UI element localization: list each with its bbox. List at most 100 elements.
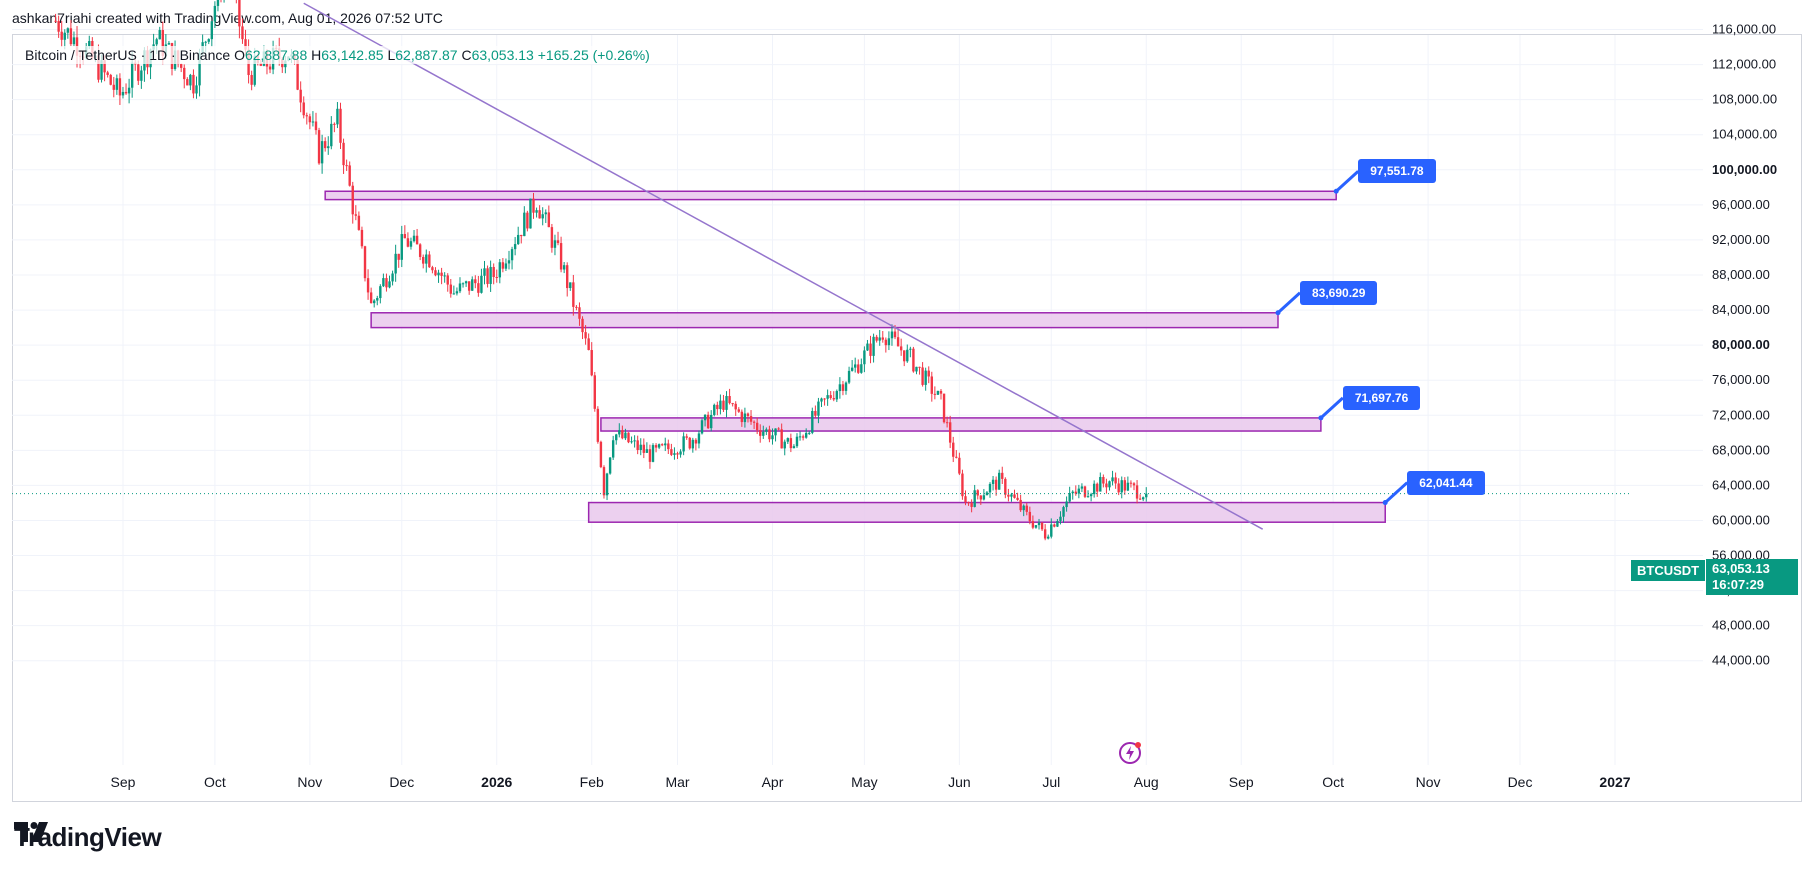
- candle-body: [1132, 483, 1136, 486]
- candle-body: [501, 262, 505, 269]
- candle-body: [835, 391, 839, 400]
- candle-body: [866, 343, 869, 351]
- candle-body: [786, 438, 789, 442]
- y-tick-label: 84,000.00: [1712, 302, 1770, 317]
- tradingview-mark-icon: [14, 822, 48, 842]
- candle-body: [654, 445, 658, 448]
- y-tick-label: 92,000.00: [1712, 232, 1770, 247]
- x-tick-label: Feb: [580, 774, 604, 790]
- y-tick-label: 76,000.00: [1712, 372, 1770, 387]
- x-tick-label: Nov: [297, 774, 322, 790]
- candle-body: [434, 270, 437, 276]
- close-label: C: [461, 47, 472, 63]
- y-tick-label: 112,000.00: [1712, 57, 1776, 72]
- trendline: [303, 2, 1264, 530]
- ticker-badge[interactable]: BTCUSDT: [1631, 560, 1706, 581]
- candle-body: [850, 367, 854, 371]
- candle-body: [192, 74, 195, 94]
- candle-body: [1001, 472, 1004, 479]
- candle-body: [939, 390, 943, 394]
- candle-body: [676, 453, 679, 455]
- candle-body: [893, 331, 897, 338]
- candle-body: [216, 0, 220, 6]
- candle-body: [948, 422, 952, 443]
- candle-body: [713, 404, 716, 415]
- candle-body: [575, 306, 578, 308]
- candle-body: [406, 238, 410, 247]
- y-tick-label: 64,000.00: [1712, 477, 1770, 492]
- candle-body: [909, 348, 912, 350]
- tradingview-logo[interactable]: TradingView: [14, 822, 162, 853]
- candle-body: [988, 483, 992, 493]
- candle-body: [1071, 491, 1074, 494]
- candle-body: [121, 91, 125, 96]
- x-tick-label: Jul: [1042, 774, 1060, 790]
- candle-body: [372, 300, 376, 304]
- flash-alert-icon[interactable]: [1117, 738, 1145, 766]
- x-tick-label: Dec: [1508, 774, 1533, 790]
- x-tick-label: May: [851, 774, 877, 790]
- last-price-value: 63,053.13: [1712, 561, 1770, 576]
- candle-body: [774, 428, 777, 436]
- x-axis: Sep Oct Nov Dec 2026 Feb Mar Apr May Jun Jul Aug Sep…: [111, 774, 1631, 790]
- zone-callouts: [1275, 170, 1409, 506]
- candle-body: [308, 116, 312, 123]
- candle-body: [124, 91, 128, 94]
- candle-body: [556, 240, 560, 244]
- candle-body: [679, 451, 682, 455]
- candle-body: [507, 260, 511, 264]
- candle-body: [345, 165, 348, 167]
- callout-pointer: [1319, 396, 1344, 420]
- candle-body: [409, 241, 413, 247]
- zone-97551: [324, 190, 1337, 201]
- zone-label-71697[interactable]: 71,697.76: [1342, 385, 1421, 410]
- candle-body: [590, 350, 593, 376]
- candle-body: [569, 282, 572, 289]
- candle-body: [238, 0, 241, 27]
- candle-body: [198, 52, 201, 86]
- candle-body: [737, 409, 740, 412]
- candle-body: [492, 266, 495, 277]
- candle-body: [918, 366, 921, 368]
- candle-body: [798, 436, 802, 438]
- candle-body: [881, 337, 884, 340]
- candle-body: [801, 436, 805, 438]
- candle-body: [667, 443, 670, 450]
- zone-label-83690[interactable]: 83,690.29: [1299, 280, 1378, 305]
- y-tick-label: 56,000.00: [1712, 548, 1770, 563]
- candle-body: [899, 346, 903, 351]
- candle-body: [804, 432, 808, 438]
- candle-body: [611, 440, 615, 458]
- grid: [12, 29, 1703, 765]
- last-price-badge[interactable]: 63,053.13 16:07:29: [1706, 559, 1798, 595]
- zone-label-97551[interactable]: 97,551.78: [1358, 159, 1436, 184]
- candle-body: [305, 115, 308, 117]
- candle-body: [783, 441, 786, 449]
- candle-body: [339, 108, 342, 143]
- candle-body: [903, 350, 906, 362]
- zone-71697: [600, 417, 1322, 432]
- open-label: O: [234, 47, 245, 63]
- candle-body: [529, 198, 532, 229]
- candle-body: [912, 348, 915, 372]
- zone-label-62041[interactable]: 62,041.44: [1407, 470, 1485, 495]
- candle-body: [391, 273, 394, 282]
- candle-body: [1114, 477, 1117, 484]
- candle-body: [780, 429, 783, 449]
- candle-body: [752, 421, 756, 423]
- candle-body: [1062, 507, 1065, 517]
- zone-62041: [587, 501, 1386, 523]
- candle-body: [550, 227, 554, 248]
- callout-pointer: [1384, 481, 1409, 504]
- candle-body: [425, 254, 428, 264]
- candle-body: [520, 234, 523, 237]
- candle-body: [207, 39, 210, 42]
- candle-body: [544, 212, 547, 215]
- candle-body: [360, 229, 364, 247]
- candle-body: [1007, 494, 1010, 497]
- candle-body: [826, 395, 829, 399]
- candle-body: [639, 444, 642, 451]
- callout-anchor: [1333, 188, 1339, 194]
- candle-body: [952, 442, 955, 457]
